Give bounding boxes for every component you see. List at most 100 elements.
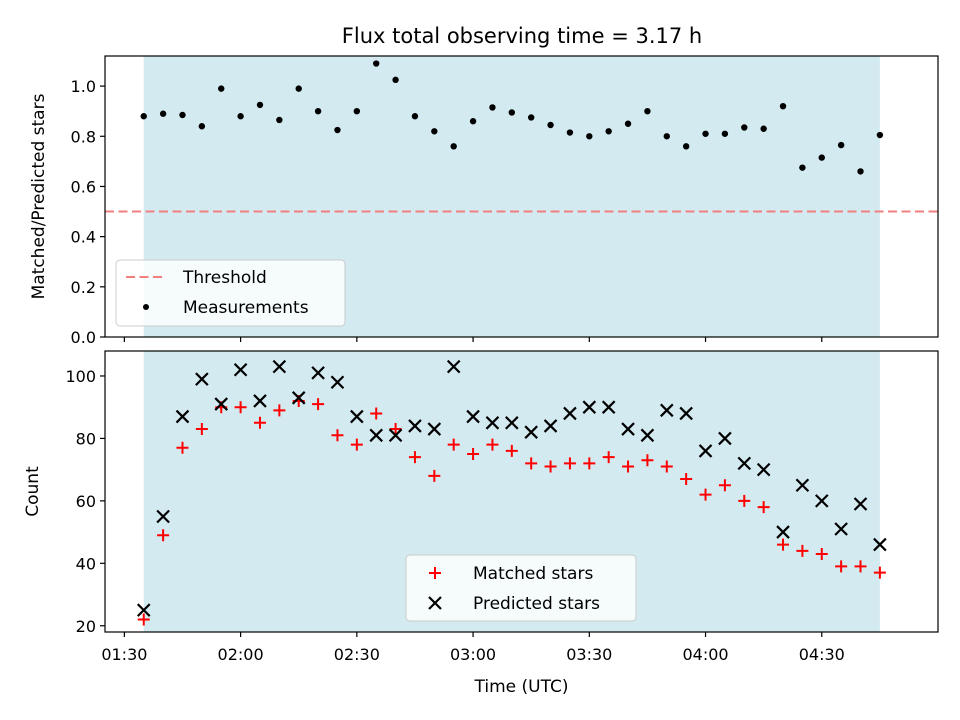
measurement-point (624, 120, 632, 127)
measurement-point (489, 104, 496, 111)
measurement-point (256, 101, 264, 109)
predicted-star-point (524, 425, 538, 439)
x-tick-label: 03:30 (566, 645, 612, 664)
measurement-point (179, 111, 186, 119)
measurement-point (276, 116, 283, 124)
matched-star-point (467, 448, 480, 461)
predicted-star-point (175, 409, 190, 424)
predicted-star-point (330, 375, 345, 389)
matched-star-point (854, 560, 867, 573)
matched-star-point (331, 429, 344, 442)
measurement-point (411, 113, 419, 120)
predicted-star-point (756, 462, 771, 477)
matched-star-point (525, 457, 538, 470)
matched-star-point (777, 538, 790, 551)
measurement-point (721, 130, 729, 137)
predicted-star-point (233, 362, 248, 377)
legend-measurement-swatch (143, 304, 149, 310)
matched-star-point (312, 398, 325, 411)
predicted-star-point (350, 409, 364, 424)
predicted-star-point (776, 525, 790, 539)
y-tick-label: 0.2 (71, 278, 96, 297)
measurement-point (314, 107, 322, 115)
legend-matched-swatch (429, 567, 441, 579)
predicted-star-point (136, 603, 151, 617)
matched-star-point (544, 460, 557, 473)
x-axis-label: Time (UTC) (474, 677, 569, 697)
matched-star-point (447, 438, 460, 451)
predicted-star-point (582, 400, 597, 414)
matched-star-point (641, 454, 654, 467)
plot-frame (104, 350, 939, 633)
matched-star-point (370, 407, 383, 420)
measurement-point (837, 141, 845, 149)
measurement-point (353, 107, 361, 115)
chart-title: Flux total observing time = 3.17 h (342, 24, 702, 48)
predicted-star-point (427, 422, 442, 436)
measurement-point (799, 164, 806, 171)
predicted-star-point (466, 409, 480, 424)
y-tick-label: 60 (76, 492, 96, 511)
measurement-point (218, 85, 225, 92)
predicted-star-point (291, 391, 306, 405)
predicted-star-point (272, 359, 287, 374)
legend-threshold-label: Threshold (182, 268, 267, 288)
measurement-point (818, 154, 825, 161)
predicted-star-point (698, 444, 713, 458)
measurement-point (663, 133, 670, 140)
matched-star-point (137, 613, 150, 626)
matched-star-point (428, 469, 441, 482)
measurement-point (469, 118, 477, 125)
measurement-point (527, 114, 535, 121)
predicted-star-point (563, 406, 577, 421)
predicted-star-point (640, 428, 655, 443)
predicted-star-point (621, 422, 635, 436)
y-tick-label: 20 (76, 617, 96, 636)
predicted-star-point (737, 456, 752, 471)
measurement-point (644, 107, 651, 115)
matched-star-point (738, 494, 751, 507)
predicted-star-point (601, 400, 616, 414)
measurement-point (566, 129, 574, 136)
predicted-star-point (214, 397, 229, 411)
matched-star-point (389, 423, 402, 436)
x-tick-label: 02:30 (334, 645, 380, 664)
predicted-star-point (485, 416, 500, 430)
predicted-star-point (543, 419, 558, 433)
x-tick-label: 03:00 (450, 645, 496, 664)
legend-box (115, 259, 346, 327)
predicted-star-point (408, 419, 422, 433)
matched-star-point (408, 451, 421, 464)
x-tick-label: 02:00 (218, 645, 264, 664)
measurement-point (857, 168, 864, 175)
measurement-point (237, 113, 244, 120)
legend-matched-label: Matched stars (473, 564, 593, 584)
measurement-point (605, 128, 612, 135)
legend-measurement-label: Measurements (183, 298, 309, 318)
measurement-point (586, 133, 593, 140)
y-tick-label: 100 (65, 367, 96, 386)
measurement-point (295, 85, 302, 92)
predicted-star-point (156, 509, 170, 524)
y-tick-label: 80 (76, 429, 96, 448)
predicted-star-point (853, 497, 868, 511)
predicted-star-point (253, 394, 267, 408)
legend: Matched stars Predicted stars (405, 554, 637, 622)
matched-star-point (253, 416, 266, 429)
measurement-point (334, 126, 341, 134)
y-tick-label: 0.6 (71, 177, 96, 196)
measurement-point (876, 131, 884, 139)
matched-star-point (602, 451, 615, 464)
x-tick-label: 04:30 (799, 645, 845, 664)
matched-star-point (796, 544, 809, 557)
measurement-point (431, 128, 438, 135)
predicted-star-point (834, 522, 848, 536)
matched-star-point (680, 473, 693, 486)
predicted-star-point (873, 537, 887, 552)
measurement-point (760, 125, 767, 132)
legend-box (405, 554, 637, 622)
ratio-panel: 0.0 0.2 0.4 0.6 0.8 1.0 Matched/Predicted star… (29, 55, 939, 347)
x-tick-label: 04:00 (682, 645, 728, 664)
matched-star-point (757, 501, 770, 514)
